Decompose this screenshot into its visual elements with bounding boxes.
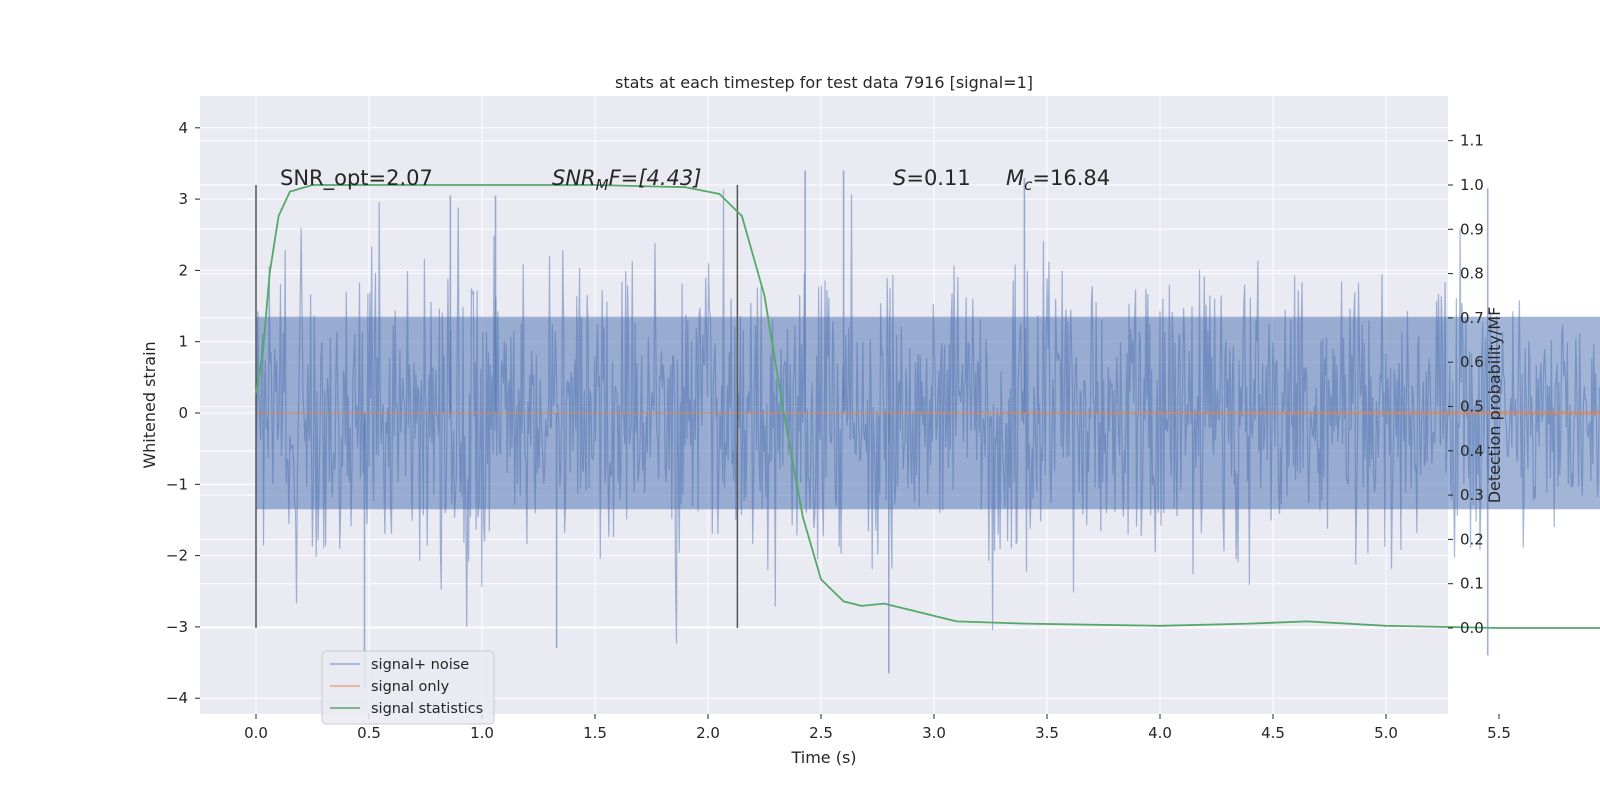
x-tick-label: 5.0	[1374, 724, 1398, 742]
x-tick-label: 2.5	[809, 724, 833, 742]
snr-mf-prefix: SNR	[552, 166, 596, 190]
y2-tick-label: 0.4	[1460, 442, 1484, 460]
x-tick-label: 3.5	[1035, 724, 1059, 742]
x-axis-label: Time (s)	[790, 748, 856, 767]
y2-tick-label: 0.1	[1460, 575, 1484, 593]
y2-tick-label: 0.0	[1460, 619, 1484, 637]
y2-tick-label: 0.9	[1460, 220, 1484, 238]
annotation-s: S=0.11	[893, 166, 971, 190]
y2-tick-label: 0.5	[1460, 398, 1484, 416]
y2-tick-label: 0.8	[1460, 265, 1484, 283]
annotation-snr-opt: SNR_opt=2.07	[280, 166, 433, 191]
y-tick-label: 0	[178, 404, 188, 422]
y-tick-label: 1	[178, 333, 188, 351]
statistics-trace	[255, 184, 1600, 629]
mc-symbol: M	[1006, 166, 1024, 190]
snr-mf-suffix: F=[4.43]	[609, 166, 702, 190]
legend-label-statistics: signal statistics	[371, 701, 483, 717]
y2-tick-label: 0.6	[1460, 353, 1484, 371]
mc-subscript: c	[1024, 176, 1033, 194]
statistics-series	[255, 184, 1600, 629]
s-value: =0.11	[906, 166, 970, 190]
vertical-markers	[255, 185, 739, 628]
x-tick-label: 1.5	[583, 724, 607, 742]
y2-tick-label: 0.3	[1460, 486, 1484, 504]
s-symbol: S	[893, 166, 906, 190]
y-tick-label: 2	[178, 261, 188, 279]
y-tick-label: −3	[166, 618, 188, 636]
annotation-mc: Mc=16.84	[1006, 166, 1110, 194]
y-axis-label: Whitened strain	[140, 341, 159, 468]
y2-tick-label: 0.7	[1460, 309, 1484, 327]
snr-mf-subscript: M	[596, 176, 609, 194]
x-tick-label: 5.5	[1487, 724, 1511, 742]
y2-axis-label: Detection probability/MF	[1485, 307, 1504, 504]
signal-only-trace	[256, 409, 1600, 417]
legend-label-noise: signal+ noise	[371, 657, 469, 673]
y-tick-label: −1	[166, 475, 188, 493]
noise-trace	[255, 189, 1600, 644]
y-tick-label: −2	[166, 547, 188, 565]
chart-title: stats at each timestep for test data 791…	[615, 73, 1033, 92]
x-tick-label: 2.0	[696, 724, 720, 742]
y2-tick-label: 1.0	[1460, 176, 1484, 194]
x-tick-label: 0.5	[357, 724, 381, 742]
signal-only-series	[256, 409, 1600, 417]
annotation-snr-mf: SNRMF=[4.43]	[552, 166, 701, 194]
y-tick-label: 3	[178, 190, 188, 208]
y2-tick-label: 0.2	[1460, 530, 1484, 548]
legend-label-signal: signal only	[371, 679, 450, 695]
y-tick-label: −4	[166, 689, 188, 707]
x-tick-label: 0.0	[244, 724, 268, 742]
x-tick-label: 3.0	[922, 724, 946, 742]
x-tick-label: 1.0	[470, 724, 494, 742]
mc-value: =16.84	[1032, 166, 1110, 190]
y2-tick-label: 1.1	[1460, 132, 1484, 150]
y-tick-label: 4	[178, 119, 188, 137]
legend-box	[321, 650, 495, 725]
x-tick-label: 4.0	[1148, 724, 1172, 742]
x-tick-label: 4.5	[1261, 724, 1285, 742]
axes: 0.00.51.01.52.02.53.03.54.04.55.05.56.06…	[166, 119, 1511, 742]
legend: signal+ noise signal only signal statist…	[321, 650, 495, 725]
